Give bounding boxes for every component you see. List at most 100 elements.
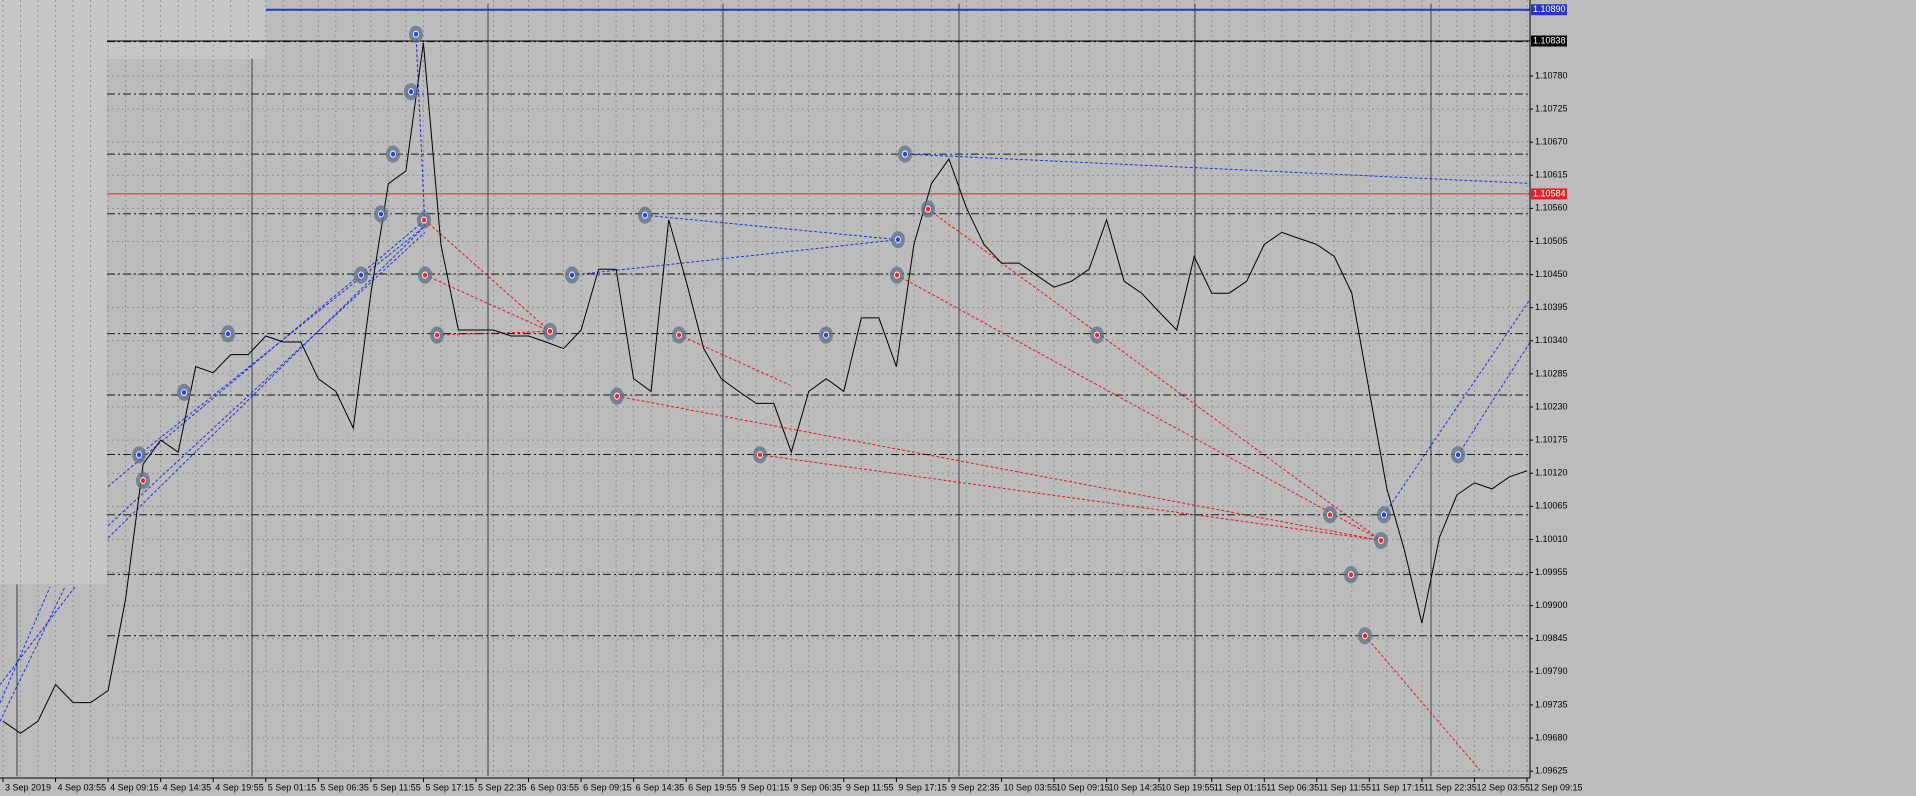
pivot-dot bbox=[422, 271, 428, 279]
trendline bbox=[645, 215, 898, 239]
x-tick-label: 11 Sep 11:55 bbox=[1319, 782, 1371, 792]
x-tick-label: 11 Sep 17:15 bbox=[1371, 782, 1424, 792]
x-tick-label: 9 Sep 06:35 bbox=[793, 782, 842, 792]
x-tick-label: 5 Sep 11:55 bbox=[373, 782, 421, 792]
trendline bbox=[679, 335, 790, 385]
pivot-dot bbox=[1327, 511, 1333, 519]
x-tick-label: 5 Sep 22:35 bbox=[478, 782, 527, 792]
y-tick-label: 1.09735 bbox=[1535, 699, 1568, 709]
pivot-dot bbox=[181, 388, 187, 397]
y-tick-label: 1.09790 bbox=[1535, 666, 1568, 676]
trendline bbox=[0, 587, 50, 703]
pivot-dot bbox=[676, 331, 682, 339]
x-tick-label: 12 Sep 09:15 bbox=[1529, 782, 1583, 792]
x-tick-label: 5 Sep 06:35 bbox=[320, 782, 369, 792]
pivot-dot bbox=[1348, 571, 1354, 579]
x-tick-label: 10 Sep 19:55 bbox=[1161, 782, 1215, 792]
pivot-dot bbox=[378, 210, 384, 218]
y-tick-label: 1.10780 bbox=[1535, 70, 1568, 80]
trendline bbox=[928, 209, 1381, 540]
blue-trendlines bbox=[0, 34, 1530, 721]
x-tick-label: 10 Sep 03:55 bbox=[1003, 782, 1057, 792]
pivot-dot bbox=[902, 150, 908, 158]
price-label-box bbox=[1531, 188, 1567, 200]
x-tick-label: 4 Sep 19:55 bbox=[215, 782, 264, 792]
pivot-dot bbox=[1381, 511, 1387, 519]
trendline bbox=[617, 396, 1381, 540]
trendline bbox=[425, 275, 550, 331]
y-tick-label: 1.10230 bbox=[1535, 401, 1568, 411]
pivot-dot bbox=[1094, 331, 1100, 339]
x-tick-label: 4 Sep 14:35 bbox=[163, 782, 212, 792]
pivot-dot bbox=[757, 451, 763, 459]
y-tick-label: 1.10285 bbox=[1535, 368, 1568, 378]
outside-area bbox=[0, 0, 107, 584]
price-label: 1.10890 bbox=[1533, 4, 1566, 14]
markers bbox=[132, 25, 1465, 645]
pivot-dot bbox=[136, 451, 142, 459]
y-tick-label: 1.10175 bbox=[1535, 434, 1568, 444]
trendline bbox=[0, 587, 75, 685]
pivot-dot bbox=[140, 476, 146, 485]
pivot-dot bbox=[225, 330, 231, 338]
trendline bbox=[905, 154, 1530, 183]
levels bbox=[107, 8, 1530, 637]
grid bbox=[2, 0, 1530, 776]
trendline bbox=[897, 275, 1381, 540]
y-tick-label: 1.09955 bbox=[1535, 567, 1568, 577]
x-tick-label: 12 Sep 03:55 bbox=[1476, 782, 1530, 792]
trendline bbox=[425, 220, 550, 331]
pivot-dot bbox=[1378, 536, 1384, 544]
trendline bbox=[108, 226, 425, 538]
x-tick-label: 4 Sep 03:55 bbox=[58, 782, 107, 792]
y-tick-label: 1.09900 bbox=[1535, 600, 1568, 610]
y-tick-label: 1.09680 bbox=[1535, 732, 1568, 742]
y-tick-label: 1.10615 bbox=[1535, 170, 1568, 180]
price-line-series bbox=[2, 42, 1528, 734]
pivot-dot bbox=[408, 88, 414, 96]
y-tick-label: 1.09625 bbox=[1535, 766, 1568, 776]
y-tick-label: 1.10560 bbox=[1535, 203, 1568, 213]
trendline bbox=[1384, 300, 1530, 515]
axis: 1.10780 1.10725 1.10670 1.10615 1.10560 1.105… bbox=[0, 0, 1583, 792]
pivot-dot bbox=[614, 392, 620, 400]
pivot-dot bbox=[413, 30, 419, 38]
pivot-dot bbox=[1455, 451, 1461, 459]
trendline bbox=[139, 226, 425, 455]
price-label: 1.10838 bbox=[1533, 35, 1566, 45]
pivot-dot bbox=[569, 271, 575, 279]
pivot-dot bbox=[895, 236, 901, 244]
x-tick-label: 10 Sep 09:15 bbox=[1056, 782, 1110, 792]
trendline bbox=[1458, 342, 1530, 454]
trendline bbox=[1365, 636, 1480, 770]
trendline bbox=[108, 232, 425, 525]
price-label: 1.10584 bbox=[1533, 188, 1566, 198]
x-tick-label: 9 Sep 22:35 bbox=[951, 782, 1000, 792]
pivot-dot bbox=[894, 271, 900, 279]
pivot-dot bbox=[434, 331, 440, 339]
x-tick-label: 6 Sep 14:35 bbox=[636, 782, 685, 792]
trendline bbox=[760, 455, 1381, 541]
x-tick-label: 3 Sep 2019 bbox=[5, 782, 51, 792]
day-separators bbox=[17, 4, 1431, 777]
x-tick-label: 9 Sep 01:15 bbox=[741, 782, 790, 792]
pivot-dot bbox=[925, 205, 931, 213]
x-tick-label: 10 Sep 14:35 bbox=[1109, 782, 1163, 792]
x-tick-label: 11 Sep 01:15 bbox=[1214, 782, 1267, 792]
pivot-dot bbox=[642, 211, 648, 219]
y-tick-label: 1.10450 bbox=[1535, 269, 1568, 279]
x-tick-label: 6 Sep 03:55 bbox=[531, 782, 580, 792]
pivot-dot bbox=[547, 327, 553, 335]
x-tick-label: 9 Sep 11:55 bbox=[846, 782, 894, 792]
y-tick-label: 1.10010 bbox=[1535, 534, 1568, 544]
x-tick-label: 9 Sep 17:15 bbox=[898, 782, 947, 792]
pivot-dot bbox=[1362, 632, 1368, 640]
price-label-box bbox=[1531, 35, 1567, 47]
x-tick-label: 11 Sep 22:35 bbox=[1424, 782, 1477, 792]
y-tick-label: 1.10725 bbox=[1535, 103, 1568, 113]
pivot-dot bbox=[421, 216, 427, 224]
y-tick-label: 1.09845 bbox=[1535, 633, 1568, 643]
x-tick-label: 5 Sep 17:15 bbox=[425, 782, 474, 792]
y-tick-label: 1.10505 bbox=[1535, 236, 1568, 246]
